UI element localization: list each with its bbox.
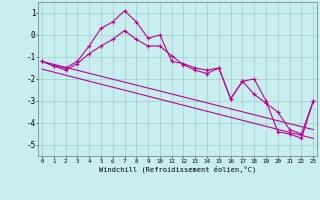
X-axis label: Windchill (Refroidissement éolien,°C): Windchill (Refroidissement éolien,°C) [99,165,256,173]
